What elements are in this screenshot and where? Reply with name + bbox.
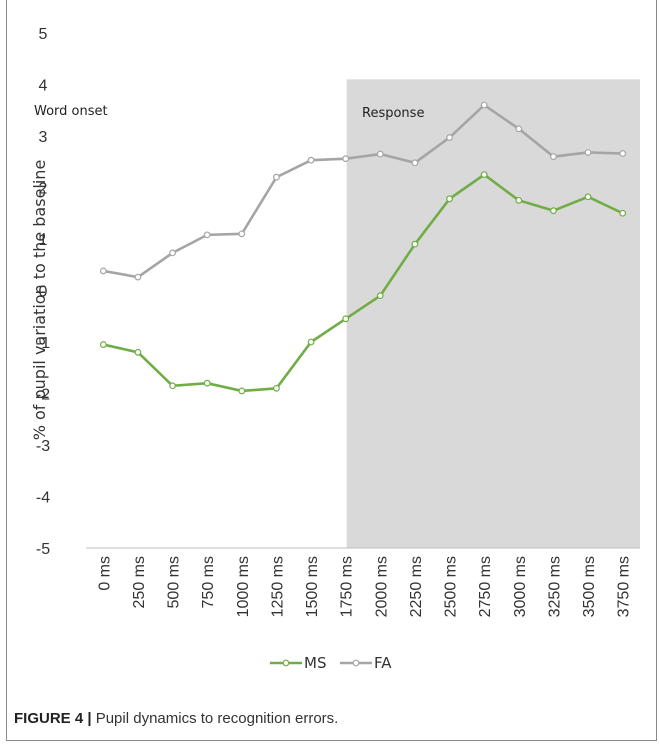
series-line-fa [103, 103, 623, 279]
caption-label: FIGURE 4 | [14, 710, 92, 727]
x-tick-label: 250 ms [131, 556, 148, 608]
legend-marker-ms [282, 659, 290, 667]
data-point-ms [515, 196, 523, 204]
y-tick-label: 5 [39, 26, 48, 43]
series-group [99, 101, 627, 395]
data-point-fa [99, 267, 107, 275]
y-tick-label: 2 [39, 181, 48, 198]
figure-frame [6, 0, 657, 741]
legend-label-ms: MS [304, 654, 326, 672]
y-tick-label: 1 [39, 232, 48, 249]
data-point-fa [515, 125, 523, 133]
response-annotation: Response [362, 106, 424, 121]
data-point-fa [273, 173, 280, 181]
legend: MS FA [270, 654, 392, 672]
data-point-fa [238, 230, 246, 238]
data-point-fa [550, 153, 557, 161]
x-tick-label: 1000 ms [235, 556, 252, 617]
y-tick-label: -3 [36, 438, 50, 455]
data-point-ms [99, 341, 107, 348]
x-tick-label: 750 ms [200, 556, 217, 608]
x-tick-label: 1500 ms [304, 556, 321, 617]
y-tick-label: -4 [36, 490, 50, 507]
y-tick-label: -5 [36, 541, 50, 558]
data-point-ms [203, 379, 211, 387]
legend-marker-fa [352, 659, 360, 667]
data-point-ms [238, 387, 246, 395]
x-tick-label: 1250 ms [269, 556, 286, 617]
y-tick-labels: -5 -4 -3 -2 -1 0 1 2 3 4 5 [36, 26, 50, 558]
data-point-ms [411, 240, 419, 248]
x-tick-label: 3250 ms [546, 556, 563, 617]
data-point-ms [273, 384, 280, 392]
x-tick-label: 2750 ms [477, 556, 494, 617]
data-point-fa [446, 134, 453, 141]
x-tick-label: 3500 ms [581, 556, 598, 617]
x-tick-label: 2500 ms [443, 556, 460, 617]
x-tick-label: 0 ms [96, 556, 113, 591]
data-point-ms [584, 193, 592, 201]
series-line-ms [103, 173, 624, 393]
x-tick-label: 3000 ms [512, 556, 529, 617]
y-tick-label: 0 [39, 284, 48, 301]
y-axis-label: % of pupil variation to the baseline [30, 160, 49, 441]
data-point-ms [342, 315, 350, 323]
caption-text: Pupil dynamics to recognition errors. [91, 710, 339, 727]
data-point-ms [376, 292, 384, 300]
y-tick-label: -2 [36, 387, 50, 404]
data-point-fa [584, 149, 592, 156]
data-point-fa [376, 150, 384, 158]
data-point-ms [134, 348, 142, 356]
x-tick-label: 2250 ms [408, 556, 425, 617]
y-tick-label: -1 [36, 335, 50, 352]
data-point-ms [307, 338, 315, 346]
x-tick-label: 3750 ms [616, 556, 633, 617]
data-point-ms [446, 195, 453, 203]
x-tick-label: 500 ms [166, 556, 183, 608]
data-point-ms [169, 382, 176, 390]
figure-caption: FIGURE 4 | Pupil dynamics to recognition… [14, 710, 338, 727]
data-point-fa [169, 249, 176, 257]
data-point-ms [480, 171, 488, 179]
data-point-fa [411, 159, 419, 167]
x-tick-labels: 0 ms 250 ms 500 ms 750 ms 1000 ms 1250 ms 1500… [96, 556, 632, 617]
y-tick-label: 4 [39, 78, 48, 95]
data-point-ms [550, 207, 557, 215]
data-point-fa [342, 155, 350, 163]
data-point-fa [203, 231, 211, 239]
legend-label-fa: FA [374, 654, 392, 672]
data-point-ms [619, 209, 627, 217]
data-point-fa [134, 273, 142, 281]
x-tick-label: 1750 ms [339, 556, 356, 617]
data-point-fa [480, 101, 488, 109]
data-point-fa [619, 150, 627, 157]
word-onset-annotation: Word onset [34, 104, 108, 119]
response-shaded-region [346, 79, 640, 548]
data-point-fa [307, 156, 315, 164]
x-tick-label: 2000 ms [373, 556, 390, 617]
y-tick-label: 3 [39, 129, 48, 146]
